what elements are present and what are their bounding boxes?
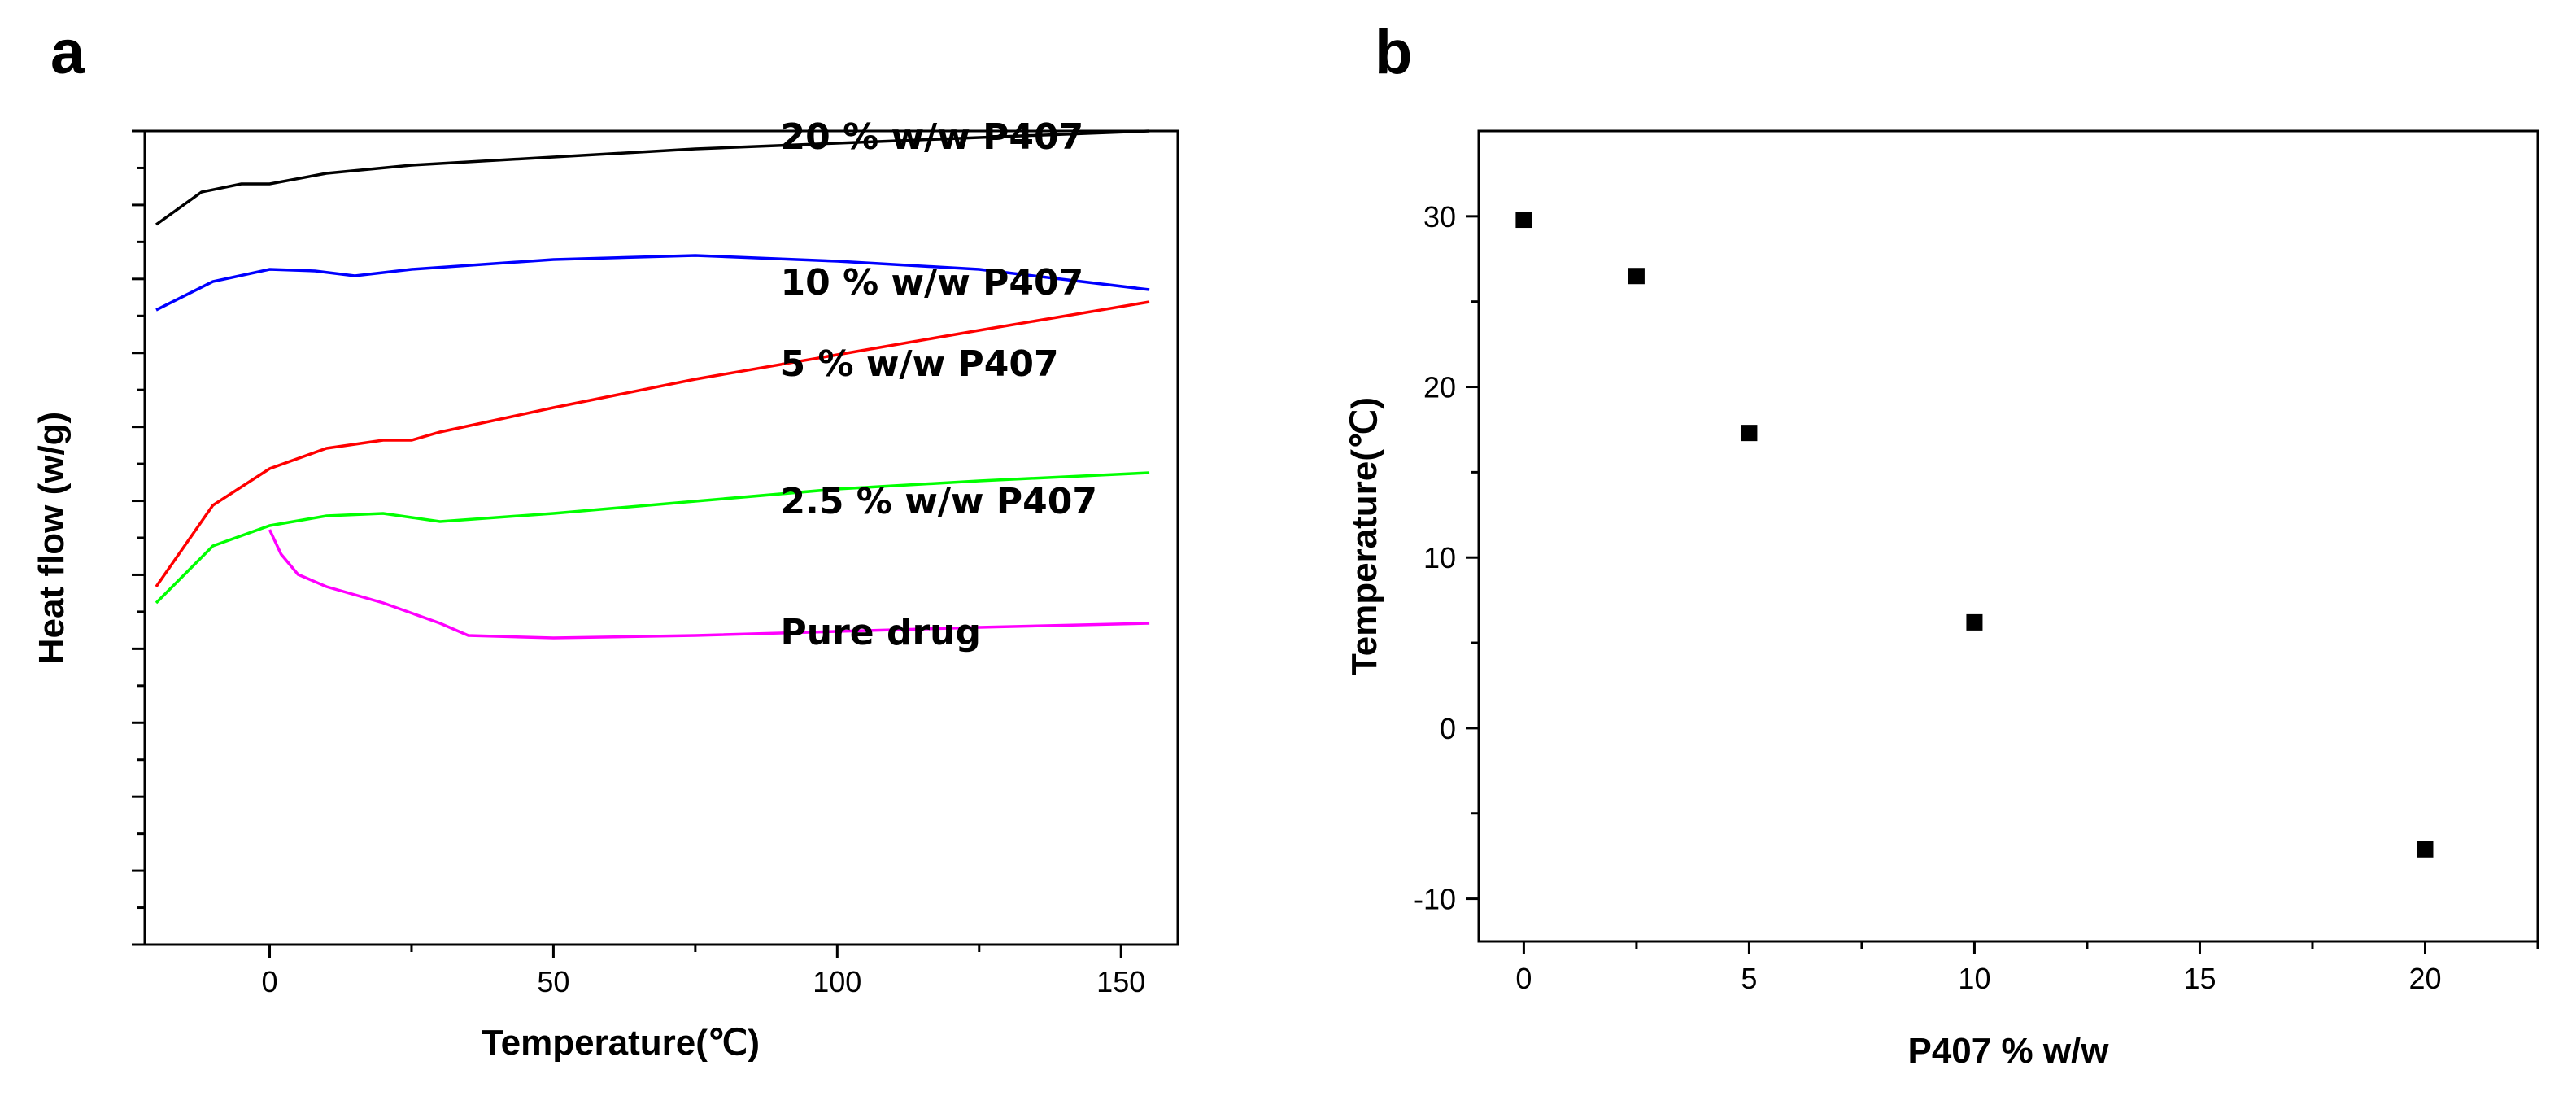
panel-a-series-line	[155, 129, 1150, 226]
panel-a-series-labels: 20 % w/w P407 10 % w/w P407 5 % w/w P407 2.…	[781, 116, 1097, 653]
panel-a-series-label: 20 % w/w P407	[781, 116, 1084, 158]
panel-b-y-tick-label: -10	[1414, 883, 1456, 916]
panel-a-x-tick-label: 50	[537, 965, 569, 998]
panel-label-a: a	[50, 18, 85, 87]
panel-a-series-line	[155, 300, 1150, 588]
panel-b-y-tick-label: 30	[1423, 200, 1456, 234]
panel-b-x-tick-label: 0	[1515, 962, 1532, 995]
panel-b: -10 0 10 20 30 0 5 10 15 20 P407 % w/w Temperatu…	[1345, 129, 2539, 1071]
panel-b-data-point	[2417, 841, 2434, 858]
panel-a-y-axis-label: Heat flow (w/g)	[32, 412, 72, 664]
panel-b-y-tick-label: 10	[1423, 541, 1456, 574]
panel-b-y-ticks: -10 0 10 20 30	[1414, 200, 1479, 916]
panel-a-y-ticks	[132, 129, 145, 946]
panel-a-series-line	[155, 471, 1150, 605]
panel-a-curves	[155, 129, 1150, 640]
panel-b-points	[1515, 212, 2434, 858]
panel-b-data-point	[1966, 613, 1983, 631]
panel-a-x-ticks: 0 50 100 150	[262, 945, 1145, 998]
panel-b-x-tick-label: 20	[2408, 962, 2441, 995]
panel-a-x-tick-label: 0	[262, 965, 278, 998]
panel-a-x-tick-label: 150	[1096, 965, 1145, 998]
panel-b-y-tick-label: 20	[1423, 371, 1456, 404]
panel-b-x-tick-label: 5	[1741, 962, 1757, 995]
panel-a-plot-frame	[143, 129, 1179, 946]
panel-b-data-point	[1741, 425, 1758, 442]
panel-a-series-label: Pure drug	[781, 612, 981, 653]
panel-b-x-tick-label: 15	[2183, 962, 2216, 995]
panel-b-data-point	[1628, 268, 1645, 285]
panel-b-x-axis-label: P407 % w/w	[1907, 1031, 2109, 1071]
panel-a: 0 50 100 150 20 % w/w P407 10 % w/w P407 5 % …	[32, 116, 1179, 1063]
panel-label-b: b	[1375, 18, 1412, 87]
panel-b-data-point	[1515, 212, 1532, 229]
panel-b-plot-frame	[1477, 129, 2539, 943]
panel-a-x-tick-label: 100	[813, 965, 861, 998]
panel-b-y-axis-label: Temperature(℃)	[1345, 397, 1384, 675]
panel-a-series-label: 10 % w/w P407	[781, 262, 1084, 303]
panel-a-series-label: 2.5 % w/w P407	[781, 481, 1097, 522]
panel-a-series-line	[155, 254, 1150, 312]
panel-b-y-tick-label: 0	[1440, 712, 1456, 745]
panel-b-x-ticks: 0 5 10 15 20	[1515, 941, 2539, 995]
panel-a-x-axis-label: Temperature(℃)	[482, 1023, 760, 1063]
panel-a-series-label: 5 % w/w P407	[781, 343, 1059, 385]
panel-a-series-line	[268, 529, 1150, 640]
panel-b-x-tick-label: 10	[1958, 962, 1990, 995]
